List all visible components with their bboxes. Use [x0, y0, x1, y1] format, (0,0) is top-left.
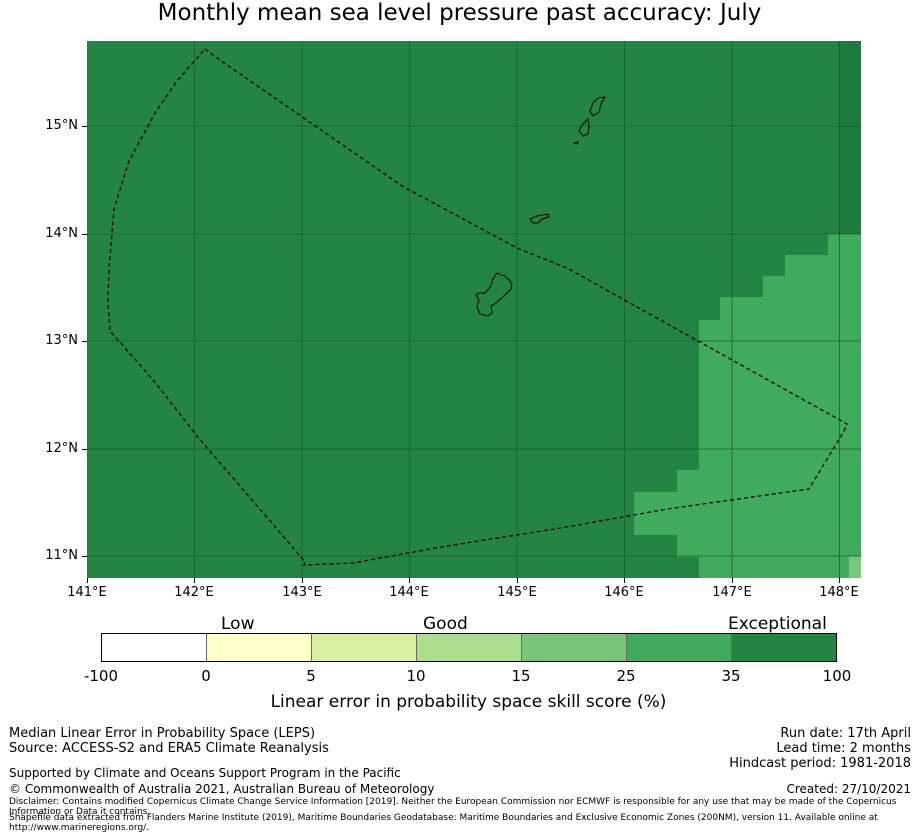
colorbar-tick: 10: [406, 667, 426, 685]
metric-description: Median Linear Error in Probability Space…: [9, 726, 316, 741]
eez-boundary: [107, 48, 848, 566]
lat-tick: [82, 556, 87, 557]
colorbar-tick: 35: [721, 667, 741, 685]
colorbar-segment: [207, 634, 312, 661]
lat-label-14: 14°N: [45, 226, 78, 241]
colorbar-tick: 5: [306, 667, 316, 685]
copyright-note: © Commonwealth of Australia 2021, Austra…: [9, 782, 435, 796]
colorbar-tick: -100: [83, 667, 119, 685]
skill-cell-exceptional: [838, 41, 861, 234]
island-aguijan: [572, 141, 579, 145]
colorbar-category-good: Good: [423, 614, 468, 634]
graticule: [87, 41, 861, 578]
lon-tick: [839, 578, 840, 583]
skill-field-very-good: [634, 41, 861, 578]
island-tinian: [578, 117, 590, 137]
support-note: Supported by Climate and Oceans Support …: [9, 766, 401, 780]
lon-label-143: 143°E: [282, 585, 322, 600]
data-source: Source: ACCESS-S2 and ERA5 Climate Reana…: [9, 741, 329, 756]
colorbar-segment: [627, 634, 732, 661]
colorbar-segment: [732, 634, 836, 661]
colorbar-tick: 0: [201, 667, 211, 685]
lon-tick: [194, 578, 195, 583]
lon-tick: [302, 578, 303, 583]
lon-tick: [409, 578, 410, 583]
lon-label-146: 146°E: [604, 585, 644, 600]
colorbar-tick: 100: [822, 667, 852, 685]
colorbar-segment: [417, 634, 522, 661]
colorbar-segment: [102, 634, 207, 661]
skill-region-very-good: [634, 234, 861, 578]
lat-label-15: 15°N: [45, 118, 78, 133]
disclaimer-text: Disclaimer: Contains modified Copernicus…: [9, 797, 897, 817]
lat-tick: [82, 234, 87, 235]
map-title: Monthly mean sea level pressure past acc…: [157, 0, 762, 26]
lon-label-145: 145°E: [497, 585, 537, 600]
skill-cell-good: [849, 556, 861, 578]
lon-tick: [732, 578, 733, 583]
lat-tick: [82, 126, 87, 127]
lon-label-147: 147°E: [712, 585, 752, 600]
lead-time: Lead time: 2 months: [776, 741, 911, 756]
lat-label-12: 12°N: [45, 441, 78, 456]
islands: [475, 96, 606, 317]
colorbar-category-exceptional: Exceptional: [728, 614, 827, 634]
colorbar: [101, 633, 837, 662]
colorbar-label: Linear error in probability space skill …: [270, 692, 667, 712]
lat-label-13: 13°N: [45, 333, 78, 348]
lat-tick: [82, 449, 87, 450]
lon-tick: [517, 578, 518, 583]
shapefile-credit: Shapefile data extracted from Flanders M…: [9, 813, 878, 833]
map-panel: [87, 41, 861, 578]
map-canvas: [87, 41, 861, 578]
colorbar-segment: [522, 634, 627, 661]
lat-label-11: 11°N: [45, 548, 78, 563]
island-rota: [529, 213, 550, 224]
colorbar-tick: 25: [616, 667, 636, 685]
lon-label-148: 148°E: [819, 585, 859, 600]
lon-tick: [87, 578, 88, 583]
lon-label-141: 141°E: [67, 585, 107, 600]
lon-label-144: 144°E: [389, 585, 429, 600]
run-date: Run date: 17th April: [780, 726, 911, 741]
hindcast-period: Hindcast period: 1981-2018: [729, 756, 911, 771]
colorbar-segment: [312, 634, 417, 661]
island-saipan: [589, 96, 606, 117]
colorbar-category-low: Low: [221, 614, 255, 634]
lon-label-142: 142°E: [174, 585, 214, 600]
created-date: Created: 27/10/2021: [786, 782, 911, 796]
colorbar-tick: 15: [511, 667, 531, 685]
lat-tick: [82, 341, 87, 342]
island-guam: [475, 272, 513, 317]
lon-tick: [624, 578, 625, 583]
